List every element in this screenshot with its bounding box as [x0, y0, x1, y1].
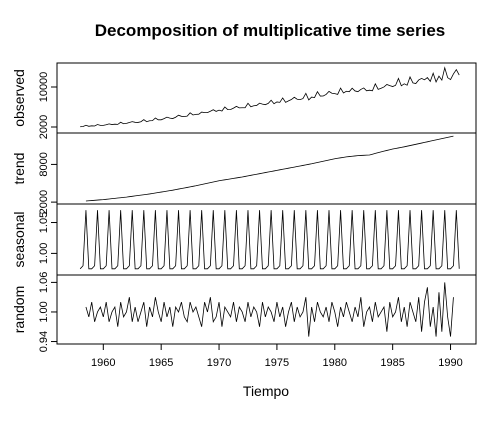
panel-frame [56, 132, 477, 205]
series-line [85, 135, 454, 202]
y-tick-label: 8000 [38, 152, 50, 176]
y-tick-label: 10000 [38, 72, 50, 103]
series-line [80, 66, 460, 128]
y-tick-label: 1.00 [38, 243, 50, 264]
x-tick-label: 1975 [265, 357, 289, 369]
panel-frame [56, 274, 477, 345]
x-tick-label: 1970 [207, 357, 231, 369]
panel-frame [56, 203, 477, 276]
panel-label: trend [11, 153, 27, 185]
series-line [79, 210, 460, 270]
x-tick-label: 1990 [438, 357, 462, 369]
x-tick-label: 1980 [323, 357, 347, 369]
panel-label: seasonal [11, 211, 27, 267]
series-line [85, 282, 454, 337]
y-tick-label: 1.06 [38, 272, 50, 293]
panel-label: observed [11, 69, 27, 127]
y-tick-label: 1.05 [38, 212, 50, 233]
x-tick-label: 1985 [380, 357, 404, 369]
y-tick-label: 1.00 [38, 301, 50, 322]
x-axis-label: Tiempo [243, 383, 289, 399]
x-tick-label: 1960 [91, 357, 115, 369]
chart-title: Decomposition of multiplicative time ser… [95, 21, 445, 40]
y-tick-label: 0.94 [38, 331, 50, 352]
y-tick-label: 2000 [38, 115, 50, 139]
y-tick-label: 2000 [38, 190, 50, 214]
x-tick-label: 1965 [149, 357, 173, 369]
panel-label: random [11, 286, 27, 333]
